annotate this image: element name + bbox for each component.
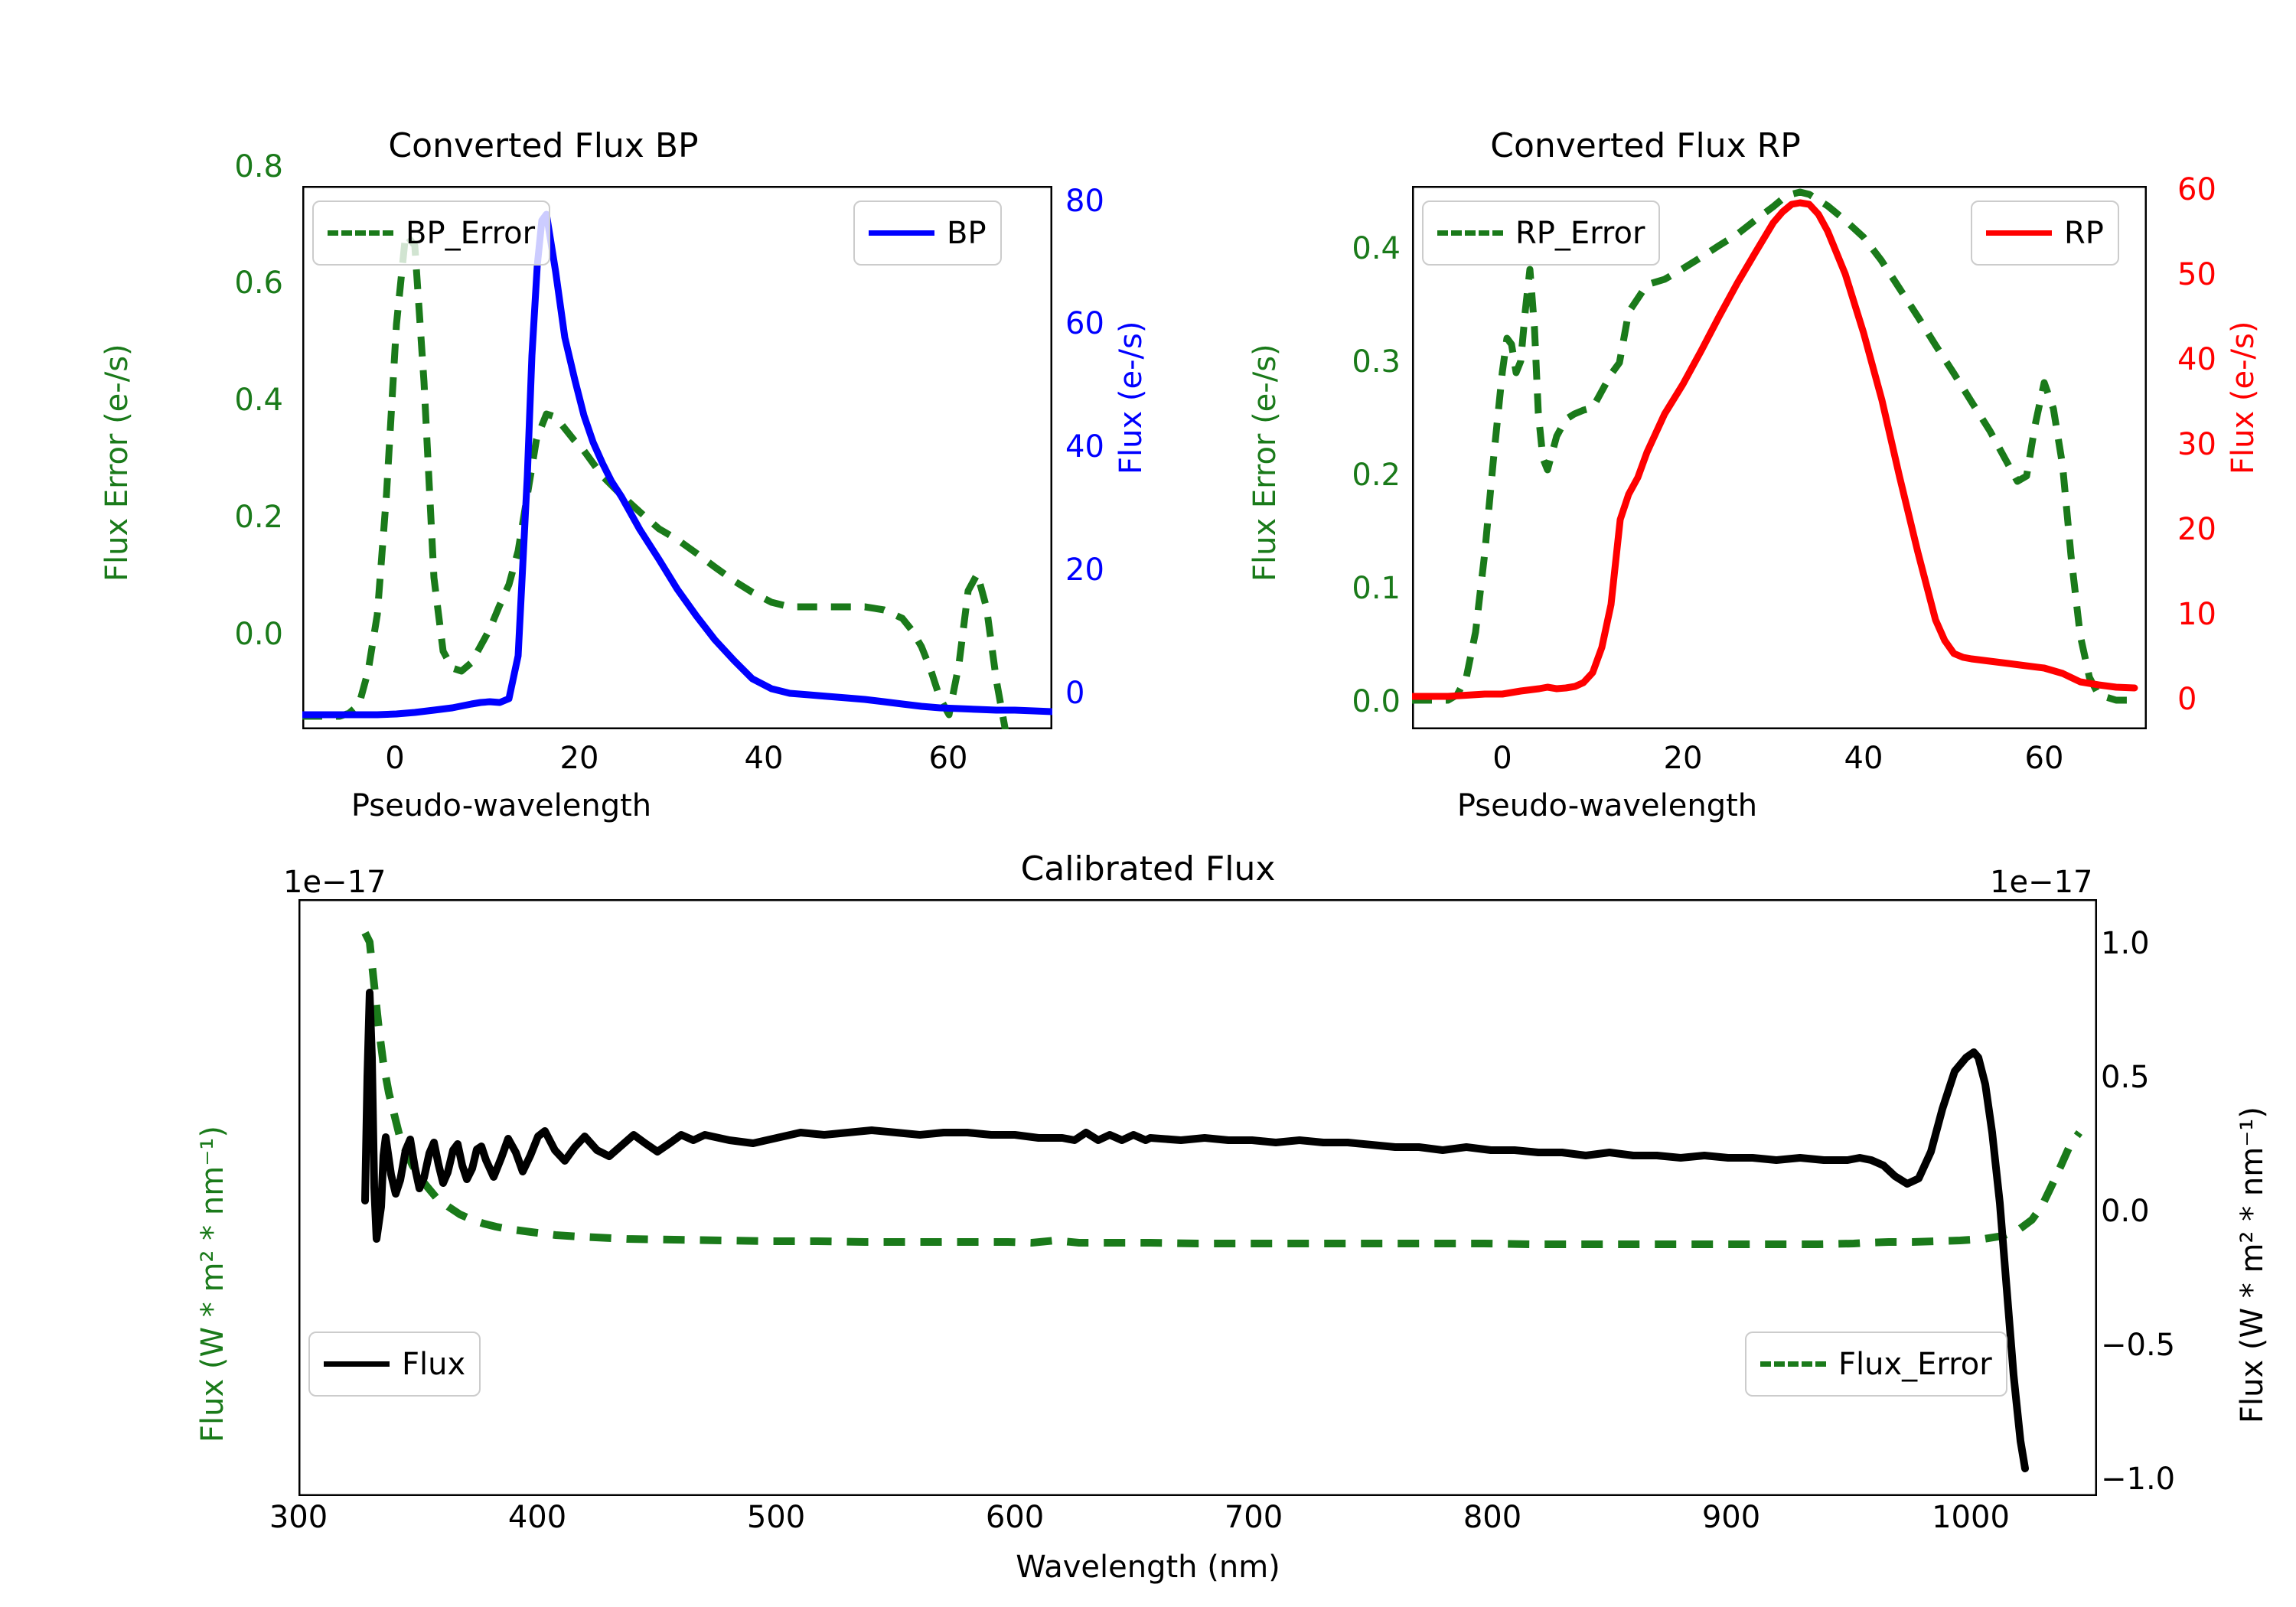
calibrated-flux-curve xyxy=(361,989,2029,1472)
rp-y-right-tick: 10 xyxy=(2177,597,2216,632)
rp-error-legend[interactable]: RP_Error xyxy=(1422,200,1661,266)
calibrated-y-right-tick: 1.0 xyxy=(2101,926,2150,961)
bp-y-left-tick: 0.0 xyxy=(234,617,283,652)
rp-x-axis-label: Pseudo-wavelength xyxy=(1456,788,1758,823)
bp-legend-swatch xyxy=(869,230,934,236)
rp-y-right-tick: 50 xyxy=(2177,257,2216,292)
bp-legend-label: BP xyxy=(947,215,987,251)
bp-y-right-tick: 20 xyxy=(1065,553,1104,588)
calibrated-x-tick: 800 xyxy=(1463,1500,1522,1535)
rp-plot-area xyxy=(1412,186,2147,729)
bp-plot-area xyxy=(302,186,1052,729)
bp-y-left-tick: 0.8 xyxy=(234,149,283,184)
rp-y-right-tick: 20 xyxy=(2177,512,2216,547)
panel-converted-flux-bp: Converted Flux BP Flux Error (e-/s) Flux… xyxy=(0,0,1149,823)
bp-panel-title: Converted Flux BP xyxy=(388,126,699,165)
rp-x-tick: 60 xyxy=(2024,741,2064,776)
rp-legend-swatch xyxy=(1986,230,2052,236)
rp-x-tick: 40 xyxy=(1844,741,1883,776)
calibrated-left-offset-text: 1e−17 xyxy=(283,865,386,900)
bp-x-axis-label: Pseudo-wavelength xyxy=(351,788,652,823)
bp-error-legend-swatch xyxy=(328,230,393,236)
rp-y-left-tick: 0.2 xyxy=(1352,458,1401,493)
rp-error-legend-label: RP_Error xyxy=(1515,215,1645,251)
rp-x-tick: 0 xyxy=(1492,741,1512,776)
calibrated-x-tick: 300 xyxy=(269,1500,328,1535)
bp-y-left-tick: 0.2 xyxy=(234,500,283,535)
rp-x-tick: 20 xyxy=(1663,741,1703,776)
bp-y-right-tick: 80 xyxy=(1065,184,1104,219)
rp-y-right-tick: 40 xyxy=(2177,342,2216,377)
calibrated-x-tick: 700 xyxy=(1224,1500,1283,1535)
calibrated-flux-error-legend-label: Flux_Error xyxy=(1838,1346,1992,1382)
bp-x-tick: 60 xyxy=(928,741,968,776)
rp-y-right-tick: 60 xyxy=(2177,172,2216,207)
bp-x-tick: 0 xyxy=(385,741,405,776)
rp-legend[interactable]: RP xyxy=(1971,200,2119,266)
calibrated-y-right-tick: 0.0 xyxy=(2101,1194,2150,1229)
rp-y-left-tick: 0.4 xyxy=(1352,231,1401,266)
calibrated-flux-legend-swatch xyxy=(324,1361,390,1367)
rp-panel-title: Converted Flux RP xyxy=(1490,126,1801,165)
calibrated-x-axis-label: Wavelength (nm) xyxy=(1016,1550,1280,1585)
bp-error-legend-label: BP_Error xyxy=(406,215,536,251)
calibrated-plot-area xyxy=(298,899,2097,1496)
calibrated-y-right-tick: −0.5 xyxy=(2101,1328,2176,1363)
calibrated-flux-legend-label: Flux xyxy=(402,1346,466,1382)
calibrated-panel-title: Calibrated Flux xyxy=(1020,849,1276,888)
bp-legend[interactable]: BP xyxy=(853,200,1002,266)
bp-x-tick: 40 xyxy=(744,741,784,776)
rp-error-legend-swatch xyxy=(1437,230,1503,236)
calibrated-y-right-tick: −1.0 xyxy=(2101,1462,2176,1497)
bp-y-left-tick: 0.4 xyxy=(234,383,283,418)
rp-y-right-tick: 0 xyxy=(2177,682,2197,717)
panel-converted-flux-rp: Converted Flux RP Flux Error (e-/s) Flux… xyxy=(1148,0,2296,823)
panel-calibrated-flux: Calibrated Flux 1e−17 1e−17 Flux (W * m²… xyxy=(0,819,2296,1607)
bp-error-legend[interactable]: BP_Error xyxy=(312,200,551,266)
calibrated-x-tick: 900 xyxy=(1701,1500,1761,1535)
calibrated-flux-error-legend[interactable]: Flux_Error xyxy=(1745,1332,2007,1397)
calibrated-flux-error-legend-swatch xyxy=(1760,1361,1826,1367)
rp-flux-curve xyxy=(1412,199,2138,700)
calibrated-y-axis-right-label: Flux (W * m² * nm⁻¹) xyxy=(2235,1107,2270,1423)
bp-y-right-tick: 40 xyxy=(1065,429,1104,464)
calibrated-x-tick: 600 xyxy=(985,1500,1045,1535)
calibrated-right-offset-text: 1e−17 xyxy=(1990,865,2093,900)
rp-y-left-tick: 0.1 xyxy=(1352,571,1401,606)
bp-x-tick: 20 xyxy=(559,741,599,776)
calibrated-x-tick: 400 xyxy=(507,1500,567,1535)
calibrated-y-right-tick: 0.5 xyxy=(2101,1060,2150,1095)
bp-y-right-tick: 60 xyxy=(1065,306,1104,341)
rp-y-right-tick: 30 xyxy=(2177,427,2216,462)
calibrated-x-tick: 1000 xyxy=(1932,1500,2010,1535)
rp-y-left-tick: 0.3 xyxy=(1352,344,1401,380)
bp-y-left-tick: 0.6 xyxy=(234,266,283,301)
rp-y-left-tick: 0.0 xyxy=(1352,684,1401,719)
calibrated-flux-legend[interactable]: Flux xyxy=(308,1332,481,1397)
calibrated-flux-error-curve xyxy=(361,931,2082,1248)
bp-flux-curve xyxy=(302,210,1052,719)
rp-error-curve xyxy=(1412,188,2135,704)
calibrated-x-tick: 500 xyxy=(746,1500,806,1535)
bp-y-axis-left-label: Flux Error (e-/s) xyxy=(99,344,135,582)
rp-legend-label: RP xyxy=(2064,215,2104,251)
bp-y-right-tick: 0 xyxy=(1065,676,1085,711)
